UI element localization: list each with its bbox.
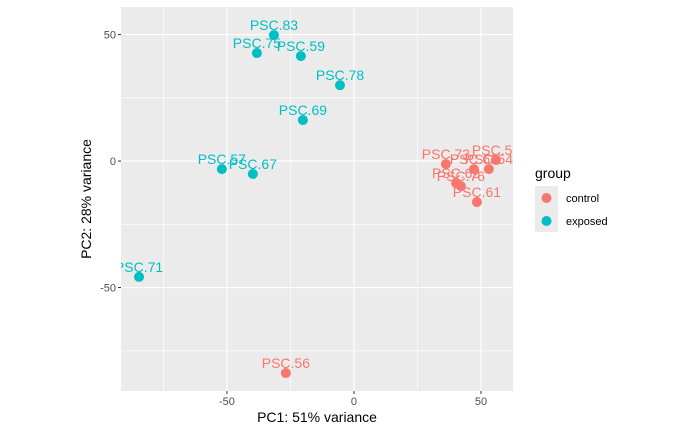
x-tick-label: 0 [351, 396, 357, 408]
point-label: PSC.78 [316, 67, 364, 83]
legend-key-control [541, 193, 552, 203]
legend-key-exposed [541, 216, 552, 226]
point-label: PSC.61 [453, 184, 501, 200]
grid-minor [121, 7, 513, 391]
point-label: PSC.54 [465, 151, 513, 167]
data-point-control [455, 181, 466, 192]
data-point-exposed [297, 115, 308, 126]
point-label: PSC.76 [437, 168, 485, 184]
y-axis: -50 0 50 [100, 30, 121, 295]
legend-title: group [535, 165, 571, 181]
data-point-exposed [134, 271, 145, 282]
point-label: PSC.73 [422, 146, 470, 162]
data-point-control [280, 368, 291, 379]
data-point-exposed [334, 80, 345, 91]
data-point-control [440, 159, 451, 170]
data-point-control [490, 155, 501, 166]
point-label: PSC.63 [450, 151, 498, 167]
legend-key-background [535, 186, 558, 232]
data-point-control [471, 197, 482, 208]
data-point-exposed [295, 51, 306, 62]
legend-label-exposed: exposed [566, 216, 608, 228]
points-layer [134, 30, 501, 379]
x-axis: -50 0 50 [219, 391, 487, 408]
data-point-exposed [268, 30, 279, 41]
point-labels-layer: PSC.56PSC.73PSC.63PSC.54PSC.58PSC.62PSC.… [115, 17, 520, 371]
point-label: PSC.59 [277, 38, 325, 54]
legend-label-control: control [566, 193, 599, 205]
data-point-exposed [247, 168, 258, 179]
point-label: PSC.75 [233, 35, 281, 51]
point-label: PSC.69 [279, 102, 327, 118]
point-label: PSC.83 [250, 17, 298, 33]
y-axis-title: PC2: 28% variance [78, 139, 94, 259]
y-tick-label: 0 [110, 156, 116, 168]
legend: group control exposed [535, 165, 608, 232]
point-label: PSC.62 [432, 165, 480, 181]
y-tick-label: -50 [100, 283, 116, 295]
plot-panel-background [121, 7, 513, 391]
point-label: PSC.58 [472, 142, 520, 158]
point-label: PSC.56 [262, 355, 310, 371]
data-point-control [483, 164, 494, 175]
x-tick-label: 50 [475, 396, 487, 408]
data-point-exposed [251, 48, 262, 59]
x-axis-title: PC1: 51% variance [257, 409, 377, 425]
data-point-exposed [216, 164, 227, 175]
y-tick-label: 50 [104, 30, 116, 42]
point-label: PSC.71 [115, 259, 163, 275]
point-label: PSC.57 [198, 151, 246, 167]
point-label: PSC.67 [229, 156, 277, 172]
data-point-control [468, 164, 479, 175]
x-tick-label: -50 [219, 396, 235, 408]
